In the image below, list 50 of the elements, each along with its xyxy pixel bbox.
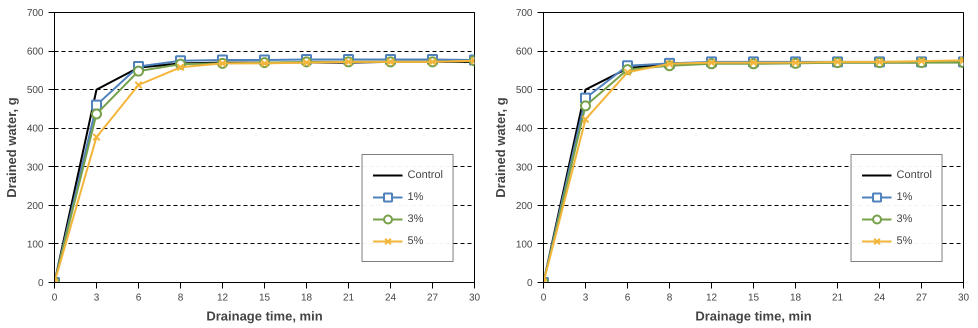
legend-label: 3% — [896, 213, 914, 225]
x-tick-label: 15 — [748, 292, 760, 304]
x-axis-title: Drainage time, min — [206, 308, 323, 324]
x-tick-label: 24 — [874, 292, 886, 304]
x-tick-label: 3 — [94, 292, 100, 304]
x-tick-label: 8 — [666, 292, 673, 304]
legend-label: Control — [896, 169, 932, 181]
y-tick-label: 500 — [26, 85, 44, 96]
legend-label: 3% — [408, 213, 424, 225]
x-tick-label: 30 — [958, 292, 970, 304]
x-tick-label: 8 — [178, 292, 184, 304]
y-tick-label: 600 — [516, 46, 533, 58]
y-axis-title: Drained water, g — [492, 97, 508, 198]
y-tick-label: 500 — [516, 85, 533, 96]
x-tick-label: 30 — [468, 292, 480, 304]
y-tick-label: 200 — [516, 200, 533, 212]
x-tick-label: 6 — [624, 292, 631, 304]
y-tick-label: 300 — [516, 162, 533, 174]
legend-label: 1% — [896, 191, 914, 203]
y-tick-label: 100 — [516, 239, 533, 250]
x-tick-label: 6 — [136, 292, 142, 304]
x-tick-label: 21 — [832, 292, 844, 304]
y-tick-label: 600 — [26, 46, 44, 58]
legend-label: 5% — [408, 235, 424, 247]
legend-label: 1% — [408, 191, 424, 203]
legend-label: Control — [408, 169, 443, 181]
x-tick-label: 21 — [342, 292, 354, 304]
legend-label: 5% — [896, 235, 914, 247]
x-tick-label: 12 — [706, 292, 718, 304]
x-tick-label: 12 — [216, 292, 228, 304]
x-axis-title: Drainage time, min — [695, 308, 812, 324]
y-tick-label: 200 — [26, 200, 44, 212]
x-tick-label: 27 — [426, 292, 438, 304]
x-tick-label: 27 — [916, 292, 928, 304]
y-tick-label: 0 — [526, 278, 533, 289]
y-tick-label: 100 — [26, 239, 44, 250]
y-tick-label: 700 — [26, 8, 44, 19]
x-tick-label: 18 — [300, 292, 312, 304]
y-tick-label: 400 — [516, 124, 533, 135]
x-tick-label: 15 — [258, 292, 270, 304]
x-tick-label: 0 — [540, 292, 547, 304]
y-tick-label: 300 — [26, 162, 44, 174]
y-tick-label: 700 — [516, 8, 533, 19]
x-tick-label: 0 — [52, 292, 58, 304]
y-tick-label: 400 — [26, 124, 44, 135]
y-axis-title: Drained water, g — [4, 97, 19, 198]
x-tick-label: 3 — [582, 292, 589, 304]
x-tick-label: 24 — [384, 292, 396, 304]
x-tick-label: 18 — [790, 292, 802, 304]
y-tick-label: 0 — [38, 278, 44, 289]
